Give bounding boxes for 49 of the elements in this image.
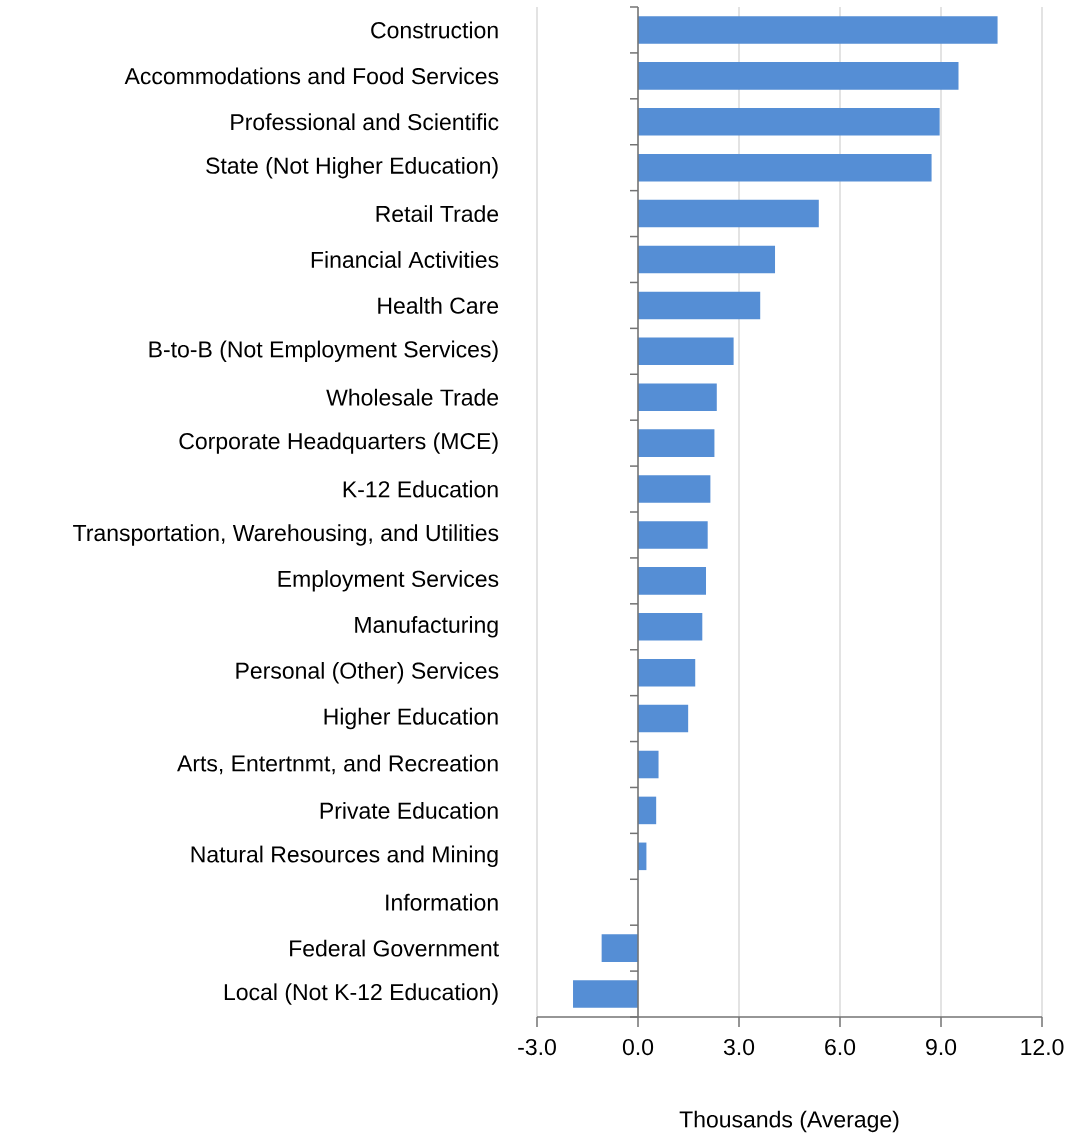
y-tick-label: Arts, Entertnmt, and Recreation [177, 754, 498, 775]
bar [638, 567, 707, 595]
y-tick-label: B-to-B (Not Employment Services) [149, 340, 498, 363]
bar [638, 796, 657, 825]
x-axis-title: Thousands (Average) [679, 1110, 899, 1133]
bar [638, 658, 696, 687]
bar [638, 750, 659, 779]
y-tick-label: Personal (Other) Services [236, 661, 499, 684]
bar [638, 108, 940, 136]
y-tick-label: Natural Resources and Mining [191, 845, 498, 868]
y-tick-label: Federal Government [290, 939, 499, 957]
y-tick-label: Employment Services [278, 570, 499, 592]
y-tick-label: Local (Not K-12 Education) [224, 983, 498, 1005]
y-tick-label: Professional and Scientific [231, 113, 499, 131]
y-tick-label: Wholesale Trade [326, 388, 499, 406]
y-tick-label: Information [386, 893, 498, 911]
x-tick-label: 3.0 [723, 1038, 755, 1056]
bar [638, 62, 959, 90]
bar [638, 245, 776, 274]
bar [638, 475, 711, 503]
bar [638, 429, 715, 457]
bar [638, 199, 819, 228]
bar [573, 980, 638, 1008]
y-tick-label: Higher Education [324, 707, 498, 730]
y-tick-label: State (Not Higher Education) [206, 156, 498, 179]
x-tick-label: 12.0 [1021, 1038, 1064, 1056]
y-tick-label: Financial Activities [311, 251, 499, 268]
y-tick-label: K-12 Education [343, 480, 498, 498]
bar [638, 16, 998, 44]
y-tick-label: Accommodations and Food Services [124, 67, 499, 85]
bar [638, 383, 717, 411]
x-tick-label: 9.0 [926, 1038, 957, 1056]
bar [638, 613, 703, 641]
y-tick-label: Construction [371, 21, 498, 39]
y-tick-label: Transportation, Warehousing, and Utilities [73, 524, 499, 546]
y-tick-label: Health Care [378, 296, 499, 314]
bar [638, 291, 761, 320]
bar [638, 704, 689, 733]
bar [638, 153, 932, 182]
y-tick-label: Retail Trade [376, 205, 499, 223]
bar [638, 521, 708, 549]
y-tick-label: Manufacturing [355, 616, 498, 638]
bar [601, 934, 638, 962]
x-tick-label: -3.0 [518, 1038, 556, 1056]
bar [638, 337, 734, 366]
y-tick-label: Corporate Headquarters (MCE) [179, 432, 498, 454]
x-tick-label: 0.0 [622, 1038, 654, 1056]
x-tick-label: 6.0 [825, 1038, 856, 1056]
y-tick-label: Private Education [320, 801, 498, 819]
